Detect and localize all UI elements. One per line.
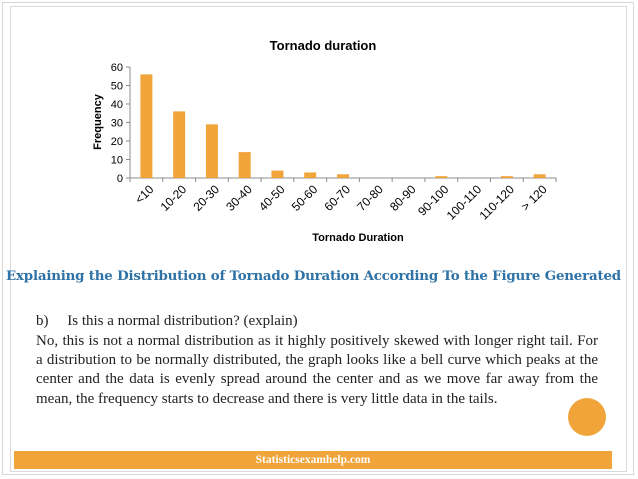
chart-bars (140, 74, 546, 178)
x-tick-label: 110-120 (477, 182, 518, 223)
x-tick-label: 60-70 (322, 182, 354, 214)
question-text: b) Is this a normal distribution? (expla… (36, 313, 298, 329)
x-axis-label: Tornado Duration (312, 232, 404, 244)
bar (173, 111, 186, 178)
decorative-circle (568, 398, 606, 436)
bar (337, 174, 349, 178)
footer-website: Statisticsexamhelp.com (255, 454, 371, 466)
y-tick-label: 60 (111, 62, 123, 74)
x-tick-label: <10 (132, 182, 157, 207)
bar (140, 74, 153, 178)
bar (205, 124, 218, 178)
x-tick-label: 100-110 (444, 182, 485, 223)
x-tick-label: > 120 (518, 182, 550, 214)
y-tick-label: 20 (111, 136, 123, 148)
y-tick-label: 30 (111, 118, 123, 130)
bar (238, 152, 251, 178)
x-tick-labels: <10 10-20 20-30 30-40 40-50 50-60 60-70 70-80 80… (132, 182, 550, 223)
slide-outer-border (2, 2, 634, 475)
section-heading: Explaining the Distribution of Tornado D… (6, 268, 621, 284)
chart-axes (126, 66, 557, 182)
y-axis-label: Frequency (92, 93, 104, 150)
bar (435, 176, 448, 178)
slide-inner-border (10, 6, 627, 472)
answer-text: No, this is not a normal distribution as… (36, 333, 598, 407)
x-tick-label: 30-40 (223, 182, 255, 214)
x-tick-label: 10-20 (158, 182, 190, 214)
y-tick-label: 10 (111, 155, 123, 167)
bar (500, 176, 513, 178)
x-tick-label: 70-80 (354, 182, 386, 214)
bar (271, 170, 284, 178)
x-tick-label: 40-50 (256, 182, 288, 214)
x-tick-label: 50-60 (289, 182, 321, 214)
bar (304, 172, 317, 178)
x-tick-label: 20-30 (190, 182, 222, 214)
footer-bar: Statisticsexamhelp.com (14, 451, 612, 469)
bar (533, 174, 546, 178)
y-tick-label: 50 (111, 81, 123, 93)
y-tick-labels: 0 10 20 30 40 50 60 (111, 62, 123, 185)
chart-title: Tornado duration (270, 38, 377, 53)
y-tick-label: 0 (117, 173, 123, 185)
y-tick-label: 40 (111, 99, 123, 111)
tornado-duration-chart: Tornado duration Frequency Tornado Durat… (92, 38, 557, 244)
